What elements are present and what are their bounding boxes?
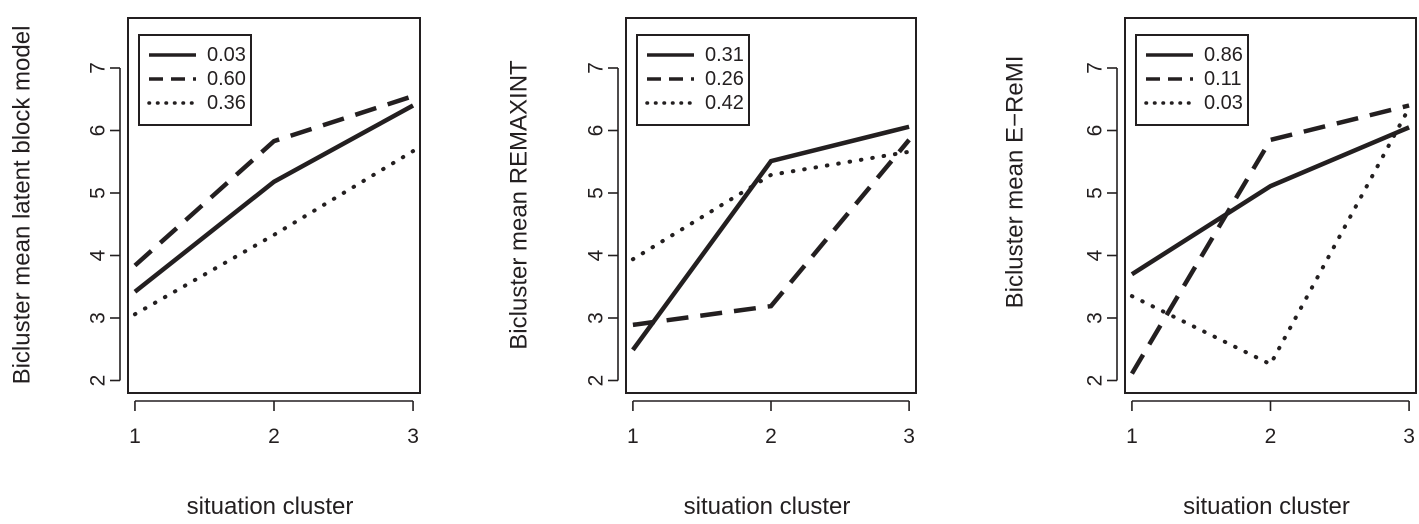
legend-label: 0.03 — [207, 44, 246, 66]
legend: 0.310.260.42 — [636, 34, 750, 126]
x-tick-label: 2 — [765, 425, 777, 448]
series-line-dotted — [132, 149, 416, 317]
y-tick-label: 5 — [1084, 187, 1107, 199]
series-line-dashed — [632, 138, 911, 328]
y-tick-label: 7 — [585, 62, 608, 74]
x-tick-label: 1 — [627, 425, 639, 448]
y-tick-label: 7 — [1084, 62, 1107, 74]
series-line-solid — [631, 124, 910, 352]
x-tick-label: 1 — [1126, 425, 1138, 448]
legend: 0.030.600.36 — [138, 34, 252, 126]
y-tick-label: 4 — [87, 249, 110, 261]
plot-frame — [127, 17, 421, 394]
chart-panel-1: 2 3 4 5 6 7 1 2 3 situation cluster Bicluster mean… — [9, 17, 421, 520]
y-tick-label: 5 — [585, 187, 608, 199]
y-tick-label: 2 — [1084, 375, 1107, 387]
y-tick-label: 3 — [585, 312, 608, 324]
x-tick-label: 2 — [268, 425, 280, 448]
legend: 0.860.110.03 — [1135, 34, 1249, 126]
legend-label: 0.31 — [705, 44, 744, 66]
y-tick-label: 4 — [1084, 249, 1107, 261]
legend-label: 0.26 — [705, 68, 744, 90]
y-tick-label: 6 — [585, 125, 608, 137]
y-axis-title: Bicluster mean REMAXINT — [506, 60, 533, 350]
legend-label: 0.36 — [207, 92, 246, 114]
y-tick-label: 6 — [87, 125, 110, 137]
legend-label: 0.86 — [1204, 44, 1243, 66]
x-axis-title: situation cluster — [684, 493, 851, 520]
x-axis-title: situation cluster — [1183, 493, 1350, 520]
series-line-solid — [1130, 125, 1410, 277]
x-tick-label: 3 — [1403, 425, 1415, 448]
y-tick-label: 6 — [1084, 125, 1107, 137]
series-line-dotted — [630, 149, 912, 262]
plot-frame — [1124, 17, 1417, 394]
y-tick-label: 2 — [87, 375, 110, 387]
plot-frame — [625, 17, 917, 394]
legend-label: 0.42 — [705, 92, 744, 114]
chart-panel-3: 2 3 4 5 6 7 1 2 3 situation cluster Bicluster mean… — [1002, 17, 1417, 520]
legend-label: 0.60 — [207, 68, 246, 90]
legend-label: 0.11 — [1204, 68, 1241, 90]
y-tick-label: 3 — [1084, 312, 1107, 324]
series-line-dashed — [133, 93, 414, 268]
y-tick-label: 5 — [87, 187, 110, 199]
x-axis-title: situation cluster — [187, 493, 354, 520]
y-axis-title: Bicluster mean latent block model — [9, 26, 36, 385]
y-tick-label: 4 — [585, 249, 608, 261]
legend-label: 0.03 — [1204, 92, 1243, 114]
y-tick-label: 3 — [87, 312, 110, 324]
y-tick-label: 7 — [87, 62, 110, 74]
y-axis-title: Bicluster mean E−ReMI — [1002, 56, 1029, 309]
x-tick-label: 3 — [903, 425, 915, 448]
y-tick-label: 2 — [585, 375, 608, 387]
x-tick-label: 1 — [129, 425, 141, 448]
series-line-solid — [133, 103, 415, 294]
x-tick-label: 3 — [407, 425, 419, 448]
x-tick-label: 2 — [1265, 425, 1277, 448]
chart-panel-2: 2 3 4 5 6 7 1 2 3 situation cluster Bicluster mean… — [506, 17, 917, 520]
